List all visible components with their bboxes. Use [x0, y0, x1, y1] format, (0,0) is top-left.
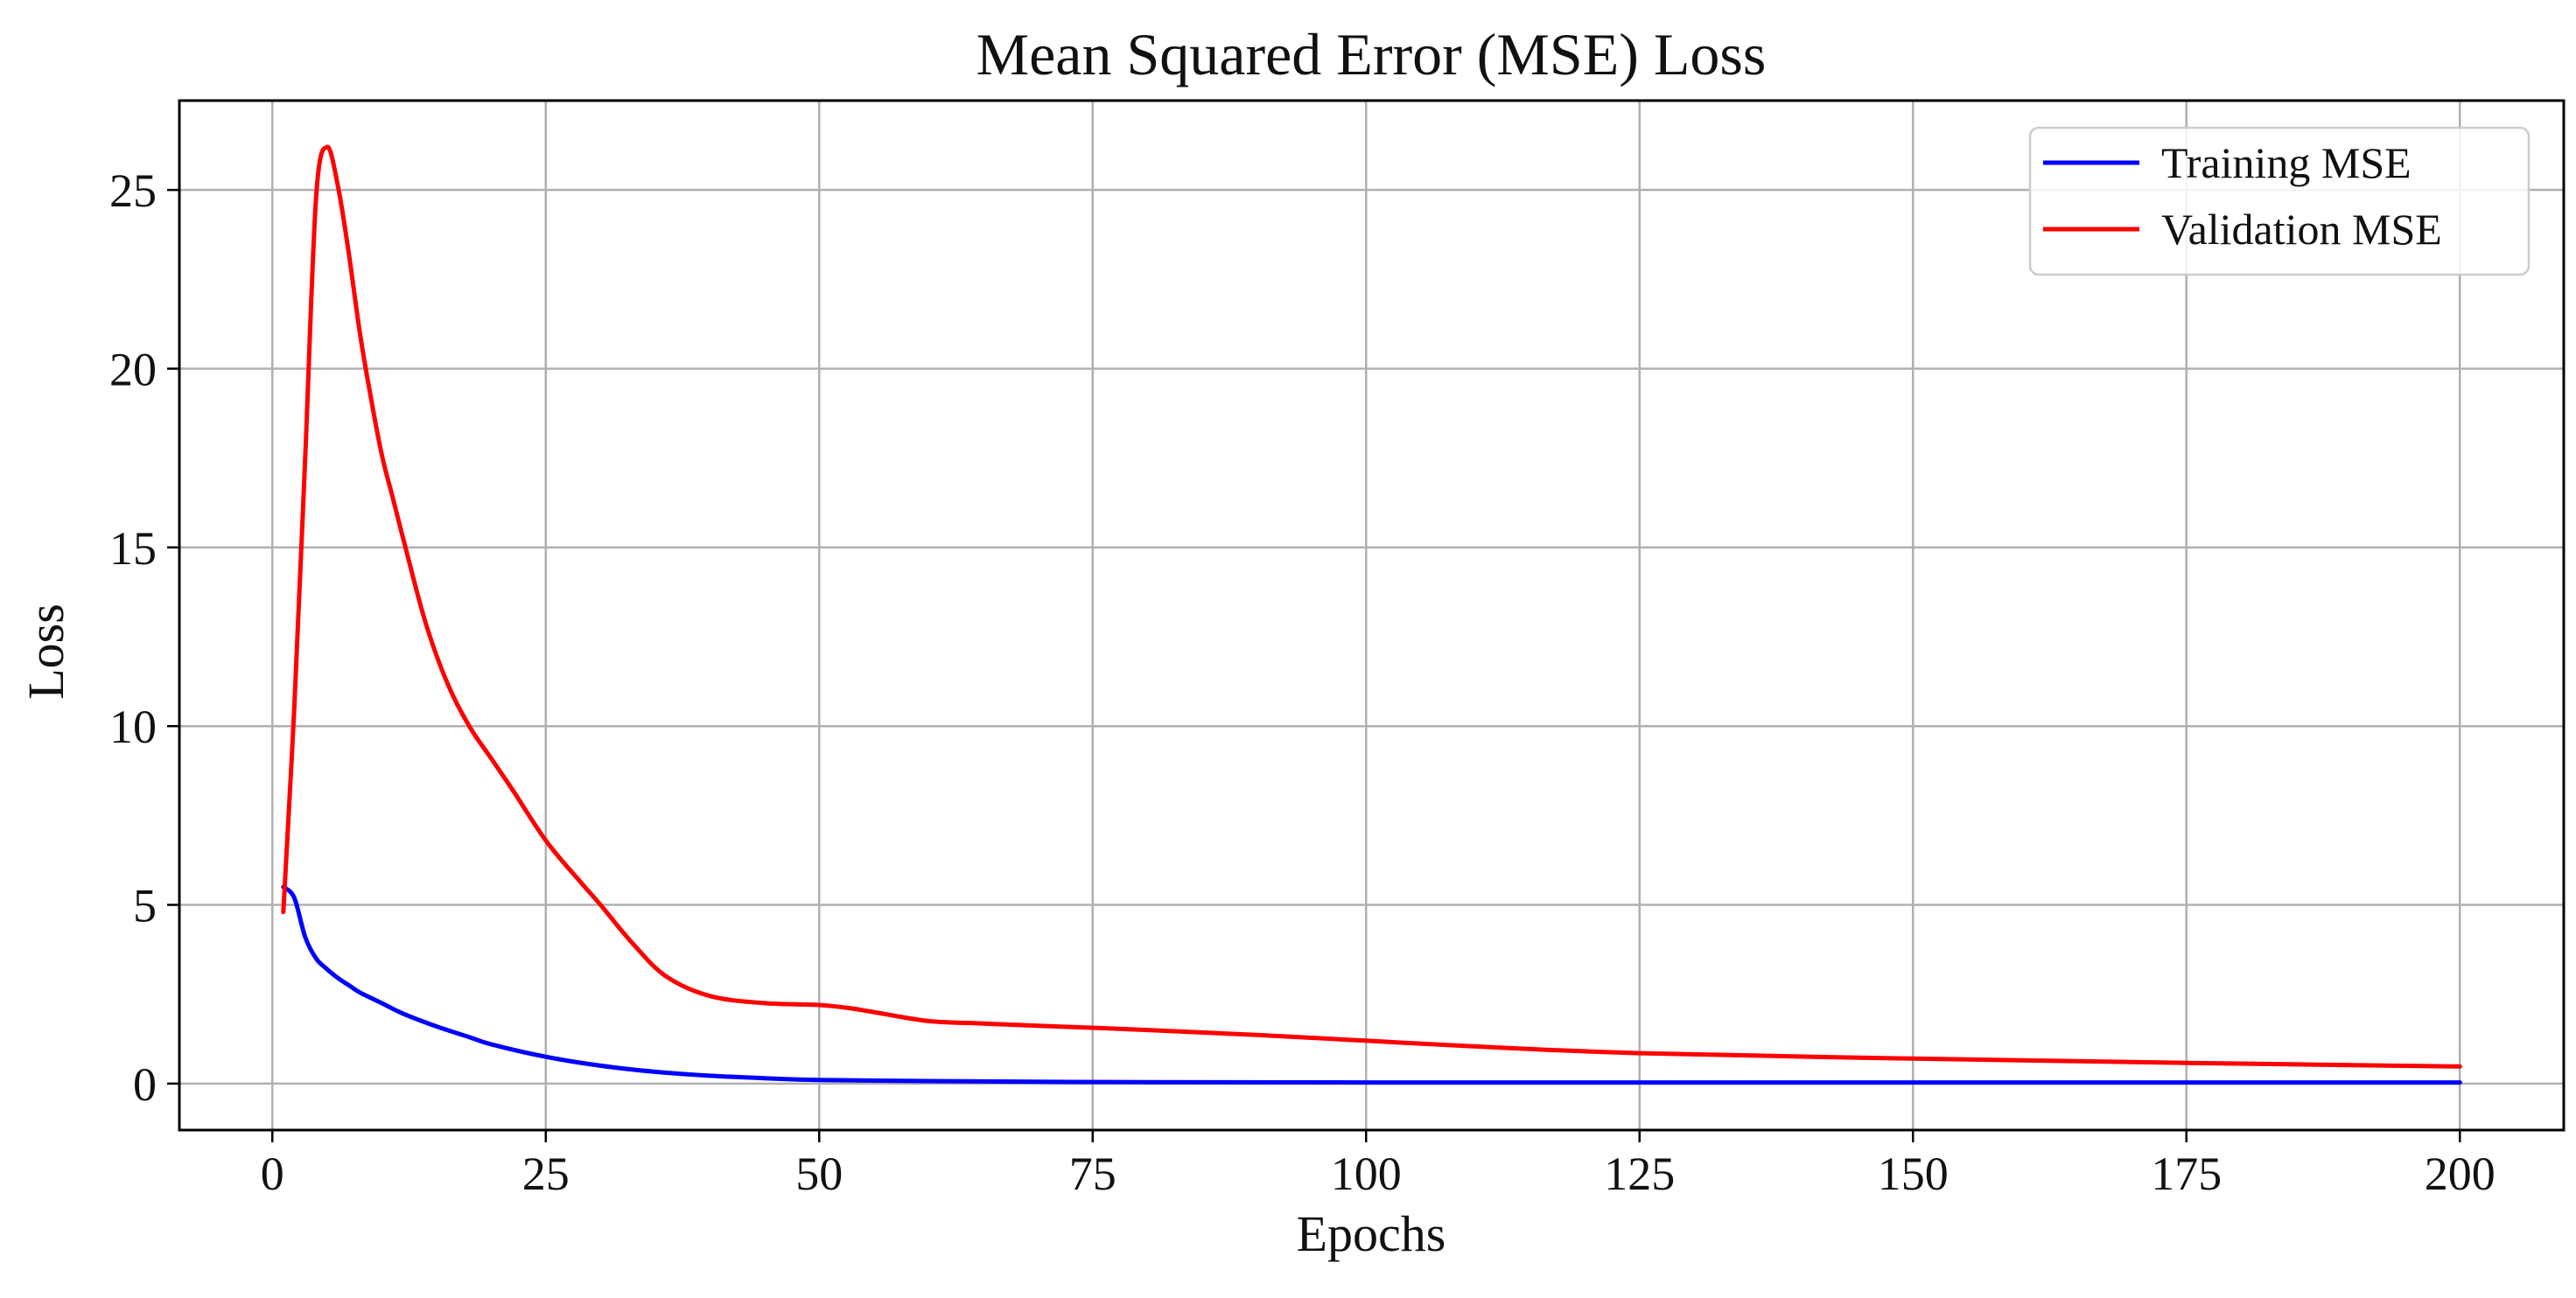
axis-ticks: 0 25 50 75 100 125 150 175 200 0 5 10 15 20 25 — [109, 164, 2496, 1200]
series-line-training-mse — [281, 884, 2462, 1085]
x-tick-label: 175 — [2151, 1148, 2222, 1200]
legend: Training MSE Validation MSE — [2028, 126, 2530, 276]
y-axis-label: Loss — [18, 604, 74, 700]
x-tick-label: 150 — [1878, 1148, 1949, 1200]
x-axis-label: Epochs — [1297, 1205, 1446, 1262]
legend-box — [2028, 126, 2530, 276]
x-tick-label: 50 — [795, 1148, 843, 1200]
x-tick-label: 0 — [261, 1148, 284, 1200]
chart-title: Mean Squared Error (MSE) Loss — [976, 21, 1767, 87]
series-line-validation-mse — [281, 144, 2462, 1069]
legend-label-validation-mse: Validation MSE — [2161, 205, 2442, 254]
x-tick-label: 200 — [2425, 1148, 2496, 1200]
y-tick-label: 20 — [109, 344, 157, 396]
y-tick-label: 15 — [109, 522, 157, 575]
legend-label-training-mse: Training MSE — [2161, 138, 2412, 187]
y-tick-label: 10 — [109, 701, 157, 753]
x-tick-label: 75 — [1069, 1148, 1116, 1200]
series-lines — [281, 144, 2462, 1085]
x-tick-label: 25 — [522, 1148, 570, 1200]
y-tick-label: 25 — [109, 164, 157, 217]
y-tick-label: 0 — [133, 1058, 157, 1111]
x-tick-label: 100 — [1331, 1148, 1402, 1200]
x-tick-label: 125 — [1604, 1148, 1675, 1200]
y-tick-label: 5 — [133, 880, 157, 932]
plot-frame — [178, 99, 2566, 1132]
